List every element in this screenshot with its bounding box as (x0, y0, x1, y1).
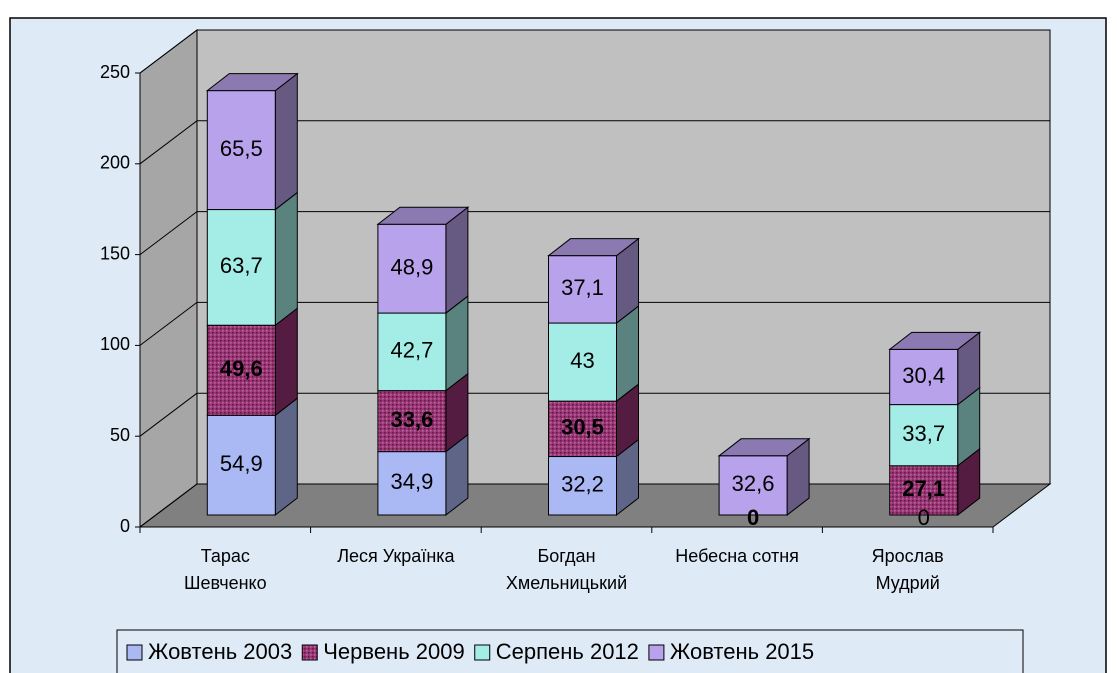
legend-swatch (474, 644, 491, 661)
grid-line (139, 29, 198, 74)
data-label: 37,1 (561, 275, 604, 300)
data-label: 49,6 (220, 356, 263, 381)
side-wall (139, 28, 198, 529)
y-tick-label: 200 (100, 153, 130, 173)
legend-swatch (648, 644, 665, 661)
legend-box (116, 629, 1024, 673)
legend-swatch (126, 644, 143, 661)
grid-line (139, 483, 198, 528)
data-label: 0 (747, 505, 759, 530)
x-tick-label: Ярослав Мудрий (871, 546, 944, 593)
bar (548, 255, 617, 324)
data-label: 63,7 (220, 253, 263, 278)
data-label: 30,5 (561, 415, 604, 440)
bar (206, 90, 276, 211)
x-tick-label: Тарас Шевченко (183, 546, 267, 593)
data-label: 27,1 (902, 476, 945, 501)
data-label: 30,4 (902, 363, 945, 388)
bar-side (445, 206, 469, 315)
legend-swatch (301, 644, 318, 661)
legend-label: Серпень 2012 (496, 639, 639, 664)
data-label: 54,9 (220, 451, 263, 476)
data-label: 65,5 (220, 136, 263, 161)
grid-line (139, 392, 198, 437)
y-tick-label: 100 (100, 334, 130, 354)
bar (718, 455, 788, 516)
data-label: 32,6 (732, 471, 775, 496)
bar (377, 223, 447, 314)
x-tick-label: Небесна сотня (675, 546, 799, 566)
bar-top (888, 331, 982, 350)
y-tick-label: 50 (110, 425, 130, 445)
y-tick-label: 0 (120, 516, 130, 536)
x-tick-label: Богдан Хмельницький (505, 546, 628, 593)
data-label: 33,6 (390, 407, 433, 432)
bar (889, 348, 959, 406)
data-label: 0 (918, 505, 930, 530)
bar-side (274, 72, 298, 211)
y-tick-label: 250 (100, 62, 130, 82)
grid-line (139, 211, 198, 255)
grid-line (139, 120, 198, 165)
bar-side (274, 397, 298, 517)
legend-label: Жовтень 2015 (670, 639, 814, 664)
data-label: 34,9 (390, 469, 433, 494)
bar (377, 390, 447, 453)
bar-top (717, 438, 811, 457)
bar-top (376, 206, 470, 225)
grid-line (139, 302, 198, 346)
x-tick-label: Леся Українка (337, 546, 455, 566)
bar-top (547, 238, 640, 257)
data-label: 32,2 (561, 472, 604, 497)
bar (889, 465, 959, 516)
bar (377, 451, 447, 516)
bar-side (274, 191, 298, 327)
legend-label: Червень 2009 (323, 639, 464, 664)
bar-top (205, 73, 299, 92)
bar (889, 404, 959, 467)
y-tick-label: 150 (100, 243, 130, 263)
bar (377, 312, 447, 392)
bar (206, 414, 276, 516)
data-label: 48,9 (390, 254, 433, 279)
legend-label: Жовтень 2003 (148, 639, 292, 664)
bar-side (274, 307, 298, 417)
data-label: 43 (570, 348, 594, 373)
data-label: 33,7 (902, 421, 945, 446)
data-label: 42,7 (390, 338, 433, 363)
